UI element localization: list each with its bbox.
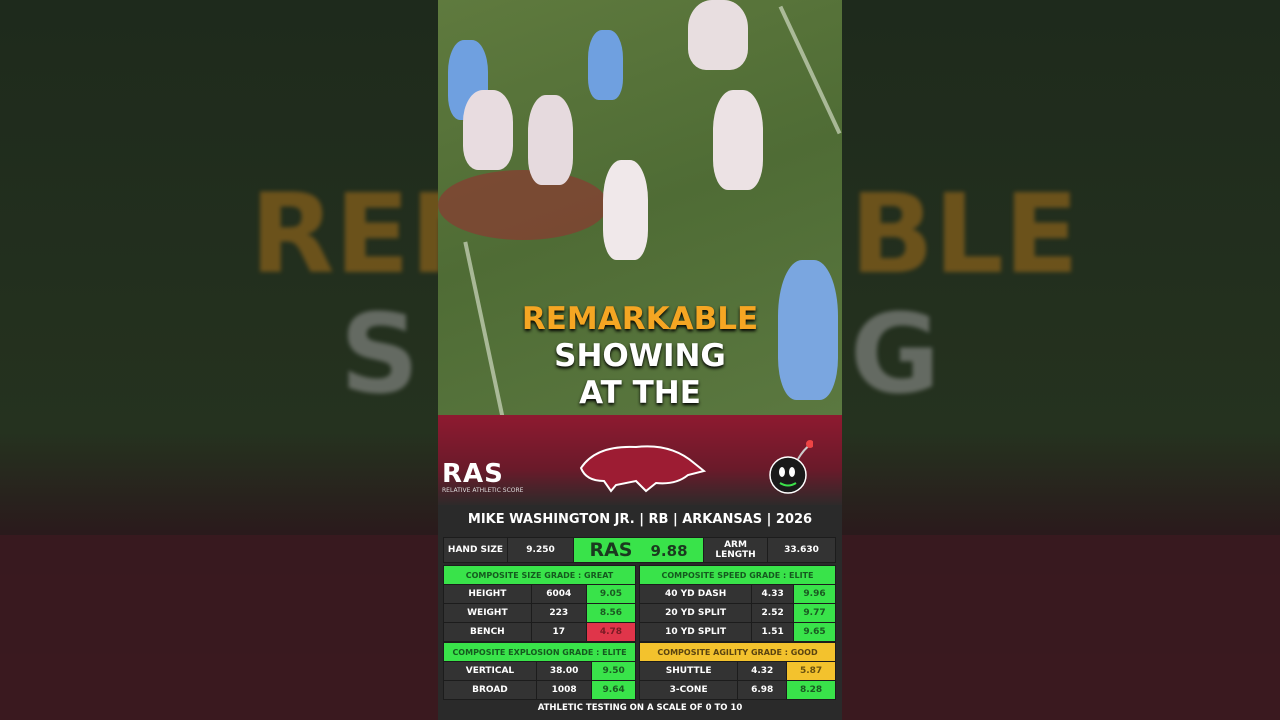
- ras-logo-subtitle: RELATIVE ATHLETIC SCORE: [442, 487, 524, 494]
- metric-score: 9.77: [793, 603, 836, 623]
- hand-size-label: HAND SIZE: [443, 537, 508, 563]
- agility-grade: COMPOSITE AGILITY GRADE : GOOD: [639, 642, 836, 662]
- explosion-table: COMPOSITE EXPLOSION GRADE : ELITE VERTIC…: [443, 642, 636, 700]
- size-table: COMPOSITE SIZE GRADE : GREAT HEIGHT 6004 9…: [443, 565, 637, 642]
- size-grade: COMPOSITE SIZE GRADE : GREAT: [443, 565, 636, 585]
- metric-score: 8.56: [585, 603, 637, 623]
- metric-score: 9.64: [591, 680, 636, 700]
- metric-score: 9.50: [591, 661, 636, 681]
- arm-length-label: ARM LENGTH: [703, 537, 768, 563]
- ras-score: RAS 9.88: [573, 537, 704, 563]
- scale-footnote: ATHLETIC TESTING ON A SCALE OF 0 TO 10: [537, 703, 743, 713]
- metric-score: 9.05: [585, 584, 637, 604]
- metric-score: 5.87: [786, 661, 836, 681]
- metric-score: 4.78: [585, 622, 637, 642]
- speed-table: COMPOSITE SPEED GRADE : ELITE 40 YD DASH…: [638, 565, 836, 642]
- football-video[interactable]: REMARKABLE SHOWING AT THE: [438, 0, 842, 419]
- caption-line-3: AT THE: [579, 375, 701, 411]
- ras-banner: RAS RELATIVE ATHLETIC SCORE: [438, 415, 842, 505]
- background-caption-right: BLE: [850, 170, 1080, 298]
- metric-value: 6.98: [737, 680, 788, 700]
- metric-value: 17: [530, 622, 587, 642]
- ras-logo: RAS: [442, 459, 504, 489]
- ras-score-value: 9.88: [650, 542, 688, 560]
- bomb-mascot-icon: [769, 440, 813, 494]
- metric-value: 1008: [535, 680, 593, 700]
- metric-label: 10 YD SPLIT: [638, 622, 753, 642]
- metric-value: 4.32: [737, 661, 788, 681]
- player-title: MIKE WASHINGTON JR. | RB | ARKANSAS | 20…: [467, 512, 813, 527]
- background-caption-left-2: S: [340, 290, 420, 418]
- background-caption-right-2: G: [850, 290, 941, 418]
- agility-table: COMPOSITE AGILITY GRADE : GOOD SHUTTLE 4.…: [638, 642, 836, 700]
- metric-score: 9.65: [793, 622, 836, 642]
- metric-value: 1.51: [751, 622, 795, 642]
- metric-label: 40 YD DASH: [638, 584, 753, 604]
- metric-value: 38.00: [535, 661, 593, 681]
- metric-label: 3-CONE: [638, 680, 739, 700]
- ras-summary-row: HAND SIZE 9.250 RAS 9.88 ARM LENGTH 33.63…: [443, 537, 836, 563]
- metric-score: 9.96: [793, 584, 836, 604]
- short-video-panel[interactable]: REMARKABLE SHOWING AT THE RAS RELATIVE A…: [438, 0, 842, 720]
- arm-length-value: 33.630: [767, 537, 836, 563]
- explosion-grade: COMPOSITE EXPLOSION GRADE : ELITE: [443, 642, 636, 662]
- caption-line-2: SHOWING: [554, 338, 726, 374]
- metric-label: SHUTTLE: [638, 661, 739, 681]
- ras-score-logo: RAS: [589, 539, 633, 561]
- metric-label: BROAD: [443, 680, 537, 700]
- metric-label: HEIGHT: [443, 584, 532, 604]
- speed-grade: COMPOSITE SPEED GRADE : ELITE: [639, 565, 836, 585]
- razorback-hog-icon: [579, 445, 706, 493]
- metric-value: 4.33: [751, 584, 795, 604]
- metric-label: WEIGHT: [443, 603, 532, 623]
- hand-size-value: 9.250: [507, 537, 574, 563]
- caption-line-1: REMARKABLE: [521, 301, 759, 337]
- metric-label: 20 YD SPLIT: [638, 603, 753, 623]
- metric-label: VERTICAL: [443, 661, 537, 681]
- metric-score: 8.28: [786, 680, 836, 700]
- metric-label: BENCH: [443, 622, 532, 642]
- metric-value: 2.52: [751, 603, 795, 623]
- metric-value: 6004: [530, 584, 587, 604]
- metric-value: 223: [530, 603, 587, 623]
